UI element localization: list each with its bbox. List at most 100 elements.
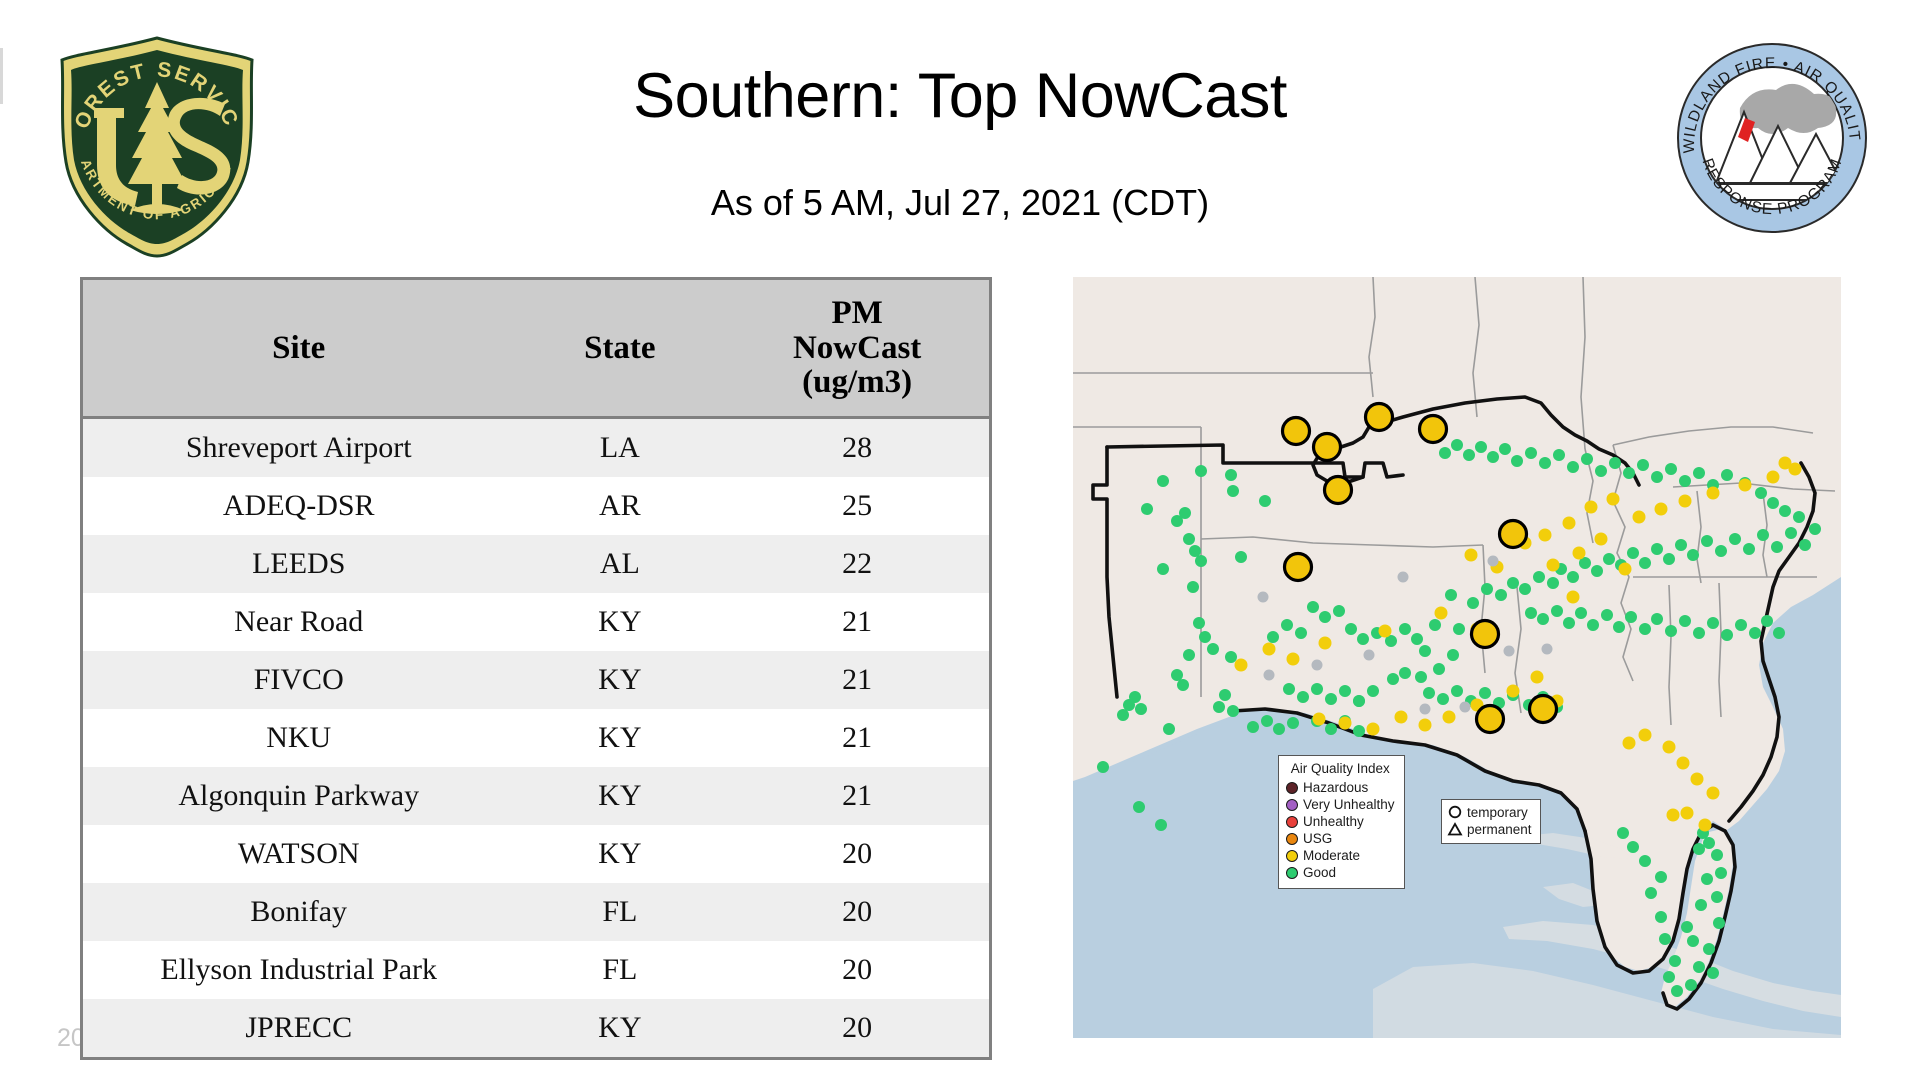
table-head: Site State PM NowCast (ug/m3) bbox=[83, 280, 989, 419]
top-site-marker bbox=[1417, 413, 1449, 445]
table-row: JPRECC KY 20 bbox=[83, 999, 989, 1057]
top-site-marker bbox=[1497, 518, 1529, 550]
aqi-category-dot-icon bbox=[1286, 781, 1298, 794]
column-header-pm-line1: PM bbox=[831, 294, 883, 331]
aqi-legend: Air Quality Index Hazardous Very Unhealth… bbox=[1278, 755, 1405, 889]
cell-site: WATSON bbox=[83, 825, 515, 883]
table-header-row: Site State PM NowCast (ug/m3) bbox=[83, 280, 989, 419]
column-header-pm-nowcast: PM NowCast (ug/m3) bbox=[725, 280, 989, 419]
site-type-legend: temporary permanent bbox=[1441, 799, 1541, 844]
cell-pm-nowcast: 21 bbox=[725, 651, 989, 709]
table-body: Shreveport Airport LA 28 ADEQ-DSR AR 25 LEEDS A… bbox=[83, 417, 989, 1057]
table-row: LEEDS AL 22 bbox=[83, 535, 989, 593]
page-title: Southern: Top NowCast bbox=[633, 61, 1287, 131]
aqi-category-dot-icon bbox=[1286, 798, 1298, 811]
map-monitor-dots bbox=[1097, 401, 1821, 997]
cell-state: KY bbox=[514, 825, 726, 883]
cell-pm-nowcast: 21 bbox=[725, 767, 989, 825]
column-header-state: State bbox=[514, 280, 726, 419]
column-header-pm-line2: NowCast bbox=[792, 329, 922, 366]
site-type-legend-row-temporary: temporary bbox=[1447, 804, 1532, 821]
cell-pm-nowcast: 21 bbox=[725, 709, 989, 767]
aqi-legend-item: Very Unhealthy bbox=[1286, 796, 1395, 813]
column-header-site: Site bbox=[83, 280, 515, 419]
cell-state: AL bbox=[514, 535, 726, 593]
top-site-marker bbox=[1527, 693, 1559, 725]
site-type-legend-row-permanent: permanent bbox=[1447, 821, 1532, 838]
top-site-marker bbox=[1474, 703, 1506, 735]
cell-state: LA bbox=[514, 417, 726, 477]
nowcast-table-container: Site State PM NowCast (ug/m3) Shreveport… bbox=[80, 277, 992, 1060]
temporary-circle-icon bbox=[1447, 805, 1463, 820]
cell-site: Near Road bbox=[83, 593, 515, 651]
table-row: Algonquin Parkway KY 21 bbox=[83, 767, 989, 825]
top-site-marker bbox=[1469, 618, 1501, 650]
table-row: WATSON KY 20 bbox=[83, 825, 989, 883]
aqi-legend-item-label: Very Unhealthy bbox=[1303, 796, 1395, 812]
cell-pm-nowcast: 28 bbox=[725, 417, 989, 477]
cell-site: NKU bbox=[83, 709, 515, 767]
cell-state: AR bbox=[514, 477, 726, 535]
top-site-marker bbox=[1282, 551, 1314, 583]
cell-site: Algonquin Parkway bbox=[83, 767, 515, 825]
table-row: NKU KY 21 bbox=[83, 709, 989, 767]
top-site-marker bbox=[1322, 474, 1354, 506]
top-site-marker bbox=[1311, 431, 1343, 463]
aqi-legend-title: Air Quality Index bbox=[1290, 761, 1390, 776]
aqi-category-dot-icon bbox=[1286, 815, 1298, 828]
column-header-state-label: State bbox=[584, 329, 656, 366]
table-row: ADEQ-DSR AR 25 bbox=[83, 477, 989, 535]
cell-pm-nowcast: 20 bbox=[725, 883, 989, 941]
nowcast-table: Site State PM NowCast (ug/m3) Shreveport… bbox=[83, 280, 989, 1057]
top-site-marker bbox=[1280, 415, 1312, 447]
left-edge-artifact bbox=[0, 48, 3, 104]
aqi-legend-item: Hazardous bbox=[1286, 779, 1395, 796]
aqi-legend-rows: Hazardous Very Unhealthy Unhealthy USG Moder… bbox=[1286, 779, 1395, 881]
table-row: FIVCO KY 21 bbox=[83, 651, 989, 709]
aqi-legend-item-label: Moderate bbox=[1303, 847, 1361, 863]
cell-state: KY bbox=[514, 651, 726, 709]
air-quality-map[interactable]: Air Quality Index Hazardous Very Unhealth… bbox=[1073, 277, 1841, 1038]
aqi-legend-item-label: USG bbox=[1303, 830, 1333, 846]
aqi-category-dot-icon bbox=[1286, 849, 1298, 862]
table-row: Bonifay FL 20 bbox=[83, 883, 989, 941]
aqi-legend-item-label: Hazardous bbox=[1303, 779, 1369, 795]
cell-site: FIVCO bbox=[83, 651, 515, 709]
cell-state: KY bbox=[514, 767, 726, 825]
cell-site: Ellyson Industrial Park bbox=[83, 941, 515, 999]
site-type-legend-label-temporary: temporary bbox=[1467, 804, 1528, 820]
column-header-site-label: Site bbox=[272, 329, 326, 366]
cell-state: KY bbox=[514, 999, 726, 1057]
table-row: Ellyson Industrial Park FL 20 bbox=[83, 941, 989, 999]
column-header-pm-line3: (ug/m3) bbox=[802, 364, 913, 401]
cell-pm-nowcast: 21 bbox=[725, 593, 989, 651]
cell-pm-nowcast: 22 bbox=[725, 535, 989, 593]
forest-service-logo: FOREST SERVICE DEPARTMENT OF AGRICULTURE bbox=[44, 12, 262, 260]
map-canvas bbox=[1073, 277, 1841, 1038]
cell-site: ADEQ-DSR bbox=[83, 477, 515, 535]
aqi-category-dot-icon bbox=[1286, 832, 1298, 845]
aqi-legend-item: Moderate bbox=[1286, 847, 1395, 864]
top-site-marker bbox=[1363, 401, 1395, 433]
cell-site: Bonifay bbox=[83, 883, 515, 941]
aqi-legend-item-label: Unhealthy bbox=[1303, 813, 1364, 829]
site-type-legend-label-permanent: permanent bbox=[1467, 821, 1532, 837]
cell-state: KY bbox=[514, 593, 726, 651]
table-row: Shreveport Airport LA 28 bbox=[83, 417, 989, 477]
table-row: Near Road KY 21 bbox=[83, 593, 989, 651]
cell-pm-nowcast: 20 bbox=[725, 941, 989, 999]
cell-pm-nowcast: 20 bbox=[725, 825, 989, 883]
cell-state: FL bbox=[514, 883, 726, 941]
aqi-category-dot-icon bbox=[1286, 866, 1298, 879]
cell-site: LEEDS bbox=[83, 535, 515, 593]
cell-site: Shreveport Airport bbox=[83, 417, 515, 477]
aqi-legend-item-label: Good bbox=[1303, 864, 1337, 880]
cell-site: JPRECC bbox=[83, 999, 515, 1057]
cell-state: FL bbox=[514, 941, 726, 999]
permanent-triangle-icon bbox=[1447, 822, 1463, 837]
program-logo: WILDLAND FIRE • AIR QUALITY RESPONSE PRO… bbox=[1666, 25, 1872, 238]
page-subtitle: As of 5 AM, Jul 27, 2021 (CDT) bbox=[710, 182, 1210, 223]
aqi-legend-item: USG bbox=[1286, 830, 1395, 847]
cell-pm-nowcast: 25 bbox=[725, 477, 989, 535]
aqi-legend-item: Unhealthy bbox=[1286, 813, 1395, 830]
